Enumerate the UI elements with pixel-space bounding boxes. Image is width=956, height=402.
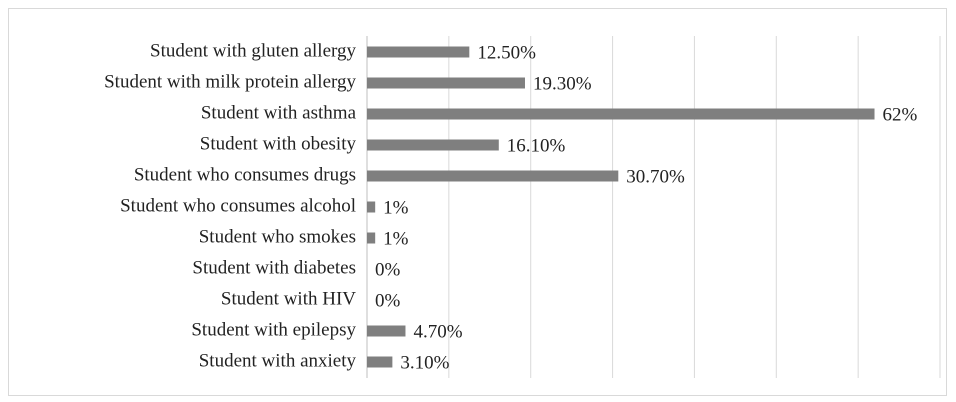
category-label: Student with anxiety [199, 350, 357, 371]
value-label: 0% [375, 290, 401, 311]
category-label: Student who consumes drugs [134, 164, 356, 185]
value-label: 0% [375, 259, 401, 280]
bar [367, 77, 525, 89]
value-label: 1% [383, 197, 409, 218]
bar [367, 46, 470, 58]
category-label: Student with HIV [221, 288, 356, 309]
bar [367, 170, 619, 182]
bar [367, 201, 376, 213]
bar [367, 232, 376, 244]
chart-frame [8, 8, 947, 396]
bar [367, 139, 499, 151]
category-label: Student with diabetes [192, 257, 356, 278]
value-label: 16.10% [507, 135, 566, 156]
category-label: Student with gluten allergy [150, 40, 356, 61]
value-label: 30.70% [626, 166, 685, 187]
category-label: Student with asthma [201, 102, 357, 123]
bar [367, 325, 406, 337]
bar [367, 356, 393, 368]
value-label: 62% [883, 104, 918, 125]
value-label: 4.70% [413, 321, 462, 342]
value-label: 3.10% [400, 352, 449, 373]
value-label: 19.30% [533, 73, 592, 94]
value-label: 12.50% [477, 42, 536, 63]
value-label: 1% [383, 228, 409, 249]
category-label: Student with obesity [200, 133, 357, 154]
category-label: Student with milk protein allergy [104, 71, 356, 92]
bar [367, 108, 875, 120]
category-label: Student who consumes alcohol [120, 195, 356, 216]
category-label: Student who smokes [199, 226, 356, 247]
category-label: Student with epilepsy [191, 319, 356, 340]
